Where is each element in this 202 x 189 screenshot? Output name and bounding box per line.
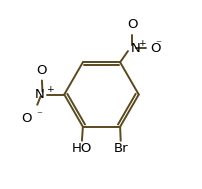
Text: +: + [137,39,145,48]
Text: ⁻: ⁻ [36,111,42,121]
Text: O: O [22,112,32,125]
Text: ⁻: ⁻ [154,40,160,50]
Text: +: + [46,85,54,94]
Text: N: N [35,88,44,101]
Text: O: O [37,64,47,77]
Text: O: O [149,42,160,55]
Text: HO: HO [71,142,92,155]
Text: Br: Br [113,142,127,155]
Text: O: O [126,18,137,31]
Text: N: N [130,42,139,55]
